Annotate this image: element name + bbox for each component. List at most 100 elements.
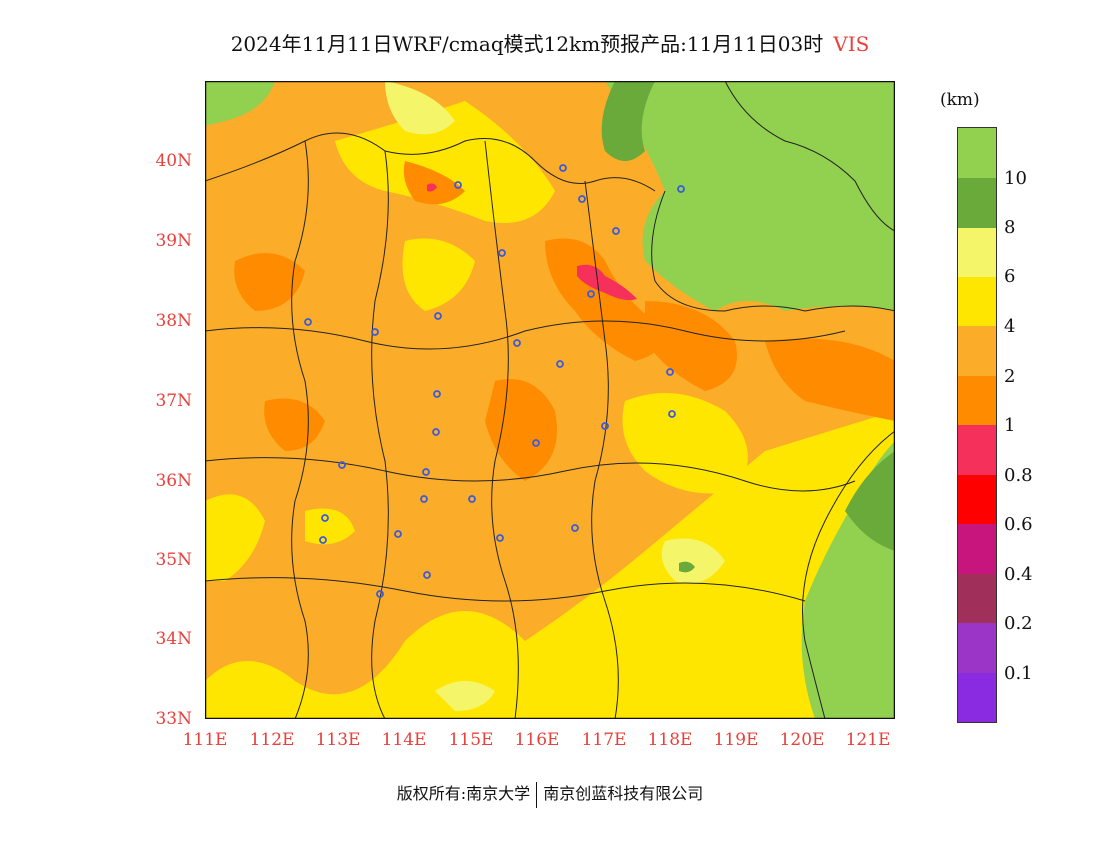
vis-fill-north-yellow-1 bbox=[335, 101, 555, 223]
colorbar-swatch-vis-2-4 bbox=[957, 326, 997, 376]
vis-fill-darkgreen-dot bbox=[679, 561, 695, 573]
colorbar-label-0-2: 0.2 bbox=[1004, 613, 1033, 634]
lon-label-120: 120E bbox=[779, 730, 825, 750]
colorbar-label-0-1: 0.1 bbox=[1004, 663, 1033, 684]
coastline-east bbox=[802, 430, 895, 719]
lon-label-116: 116E bbox=[514, 730, 560, 750]
lat-label-38: 38N bbox=[155, 311, 192, 331]
lat-label-40: 40N bbox=[155, 151, 192, 171]
vis-fill-orange-2 bbox=[645, 301, 737, 391]
border-line-2 bbox=[291, 140, 309, 719]
vis-fill-darkgreen-se bbox=[845, 451, 895, 551]
station-marker bbox=[559, 164, 567, 172]
lon-label-115: 115E bbox=[448, 730, 494, 750]
colorbar-label-0-4: 0.4 bbox=[1004, 564, 1033, 585]
station-marker bbox=[371, 328, 379, 336]
station-marker bbox=[319, 536, 327, 544]
lon-label-118: 118E bbox=[647, 730, 693, 750]
title-text: 2024年11月11日WRF/cmaq模式12km预报产品:11月11日03时 bbox=[230, 32, 824, 56]
colorbar-label-10: 10 bbox=[1004, 168, 1027, 189]
lon-label-111: 111E bbox=[182, 730, 228, 750]
station-marker bbox=[612, 227, 620, 235]
border-line-8 bbox=[205, 577, 806, 602]
station-marker bbox=[556, 360, 564, 368]
border-ne bbox=[724, 81, 895, 232]
lon-label-121: 121E bbox=[845, 730, 891, 750]
station-marker bbox=[601, 422, 609, 430]
station-marker bbox=[376, 590, 384, 598]
station-marker bbox=[532, 439, 540, 447]
vis-fill-west-yellow bbox=[205, 494, 265, 581]
lat-label-35: 35N bbox=[155, 550, 192, 570]
station-marker bbox=[668, 410, 676, 418]
colorbar-swatch-vis-02-04 bbox=[957, 574, 997, 623]
lon-label-112: 112E bbox=[249, 730, 295, 750]
lat-label-34: 34N bbox=[155, 629, 192, 649]
vis-fill-red-spot bbox=[427, 183, 437, 192]
station-marker bbox=[304, 318, 312, 326]
station-marker bbox=[433, 390, 441, 398]
vis-fill-orange-5 bbox=[234, 253, 305, 311]
vis-fill-north-yellow-2 bbox=[402, 238, 475, 311]
station-marker bbox=[468, 495, 476, 503]
station-marker bbox=[571, 524, 579, 532]
colorbar-label-8: 8 bbox=[1004, 217, 1016, 238]
station-marker bbox=[496, 534, 504, 542]
lon-label-117: 117E bbox=[581, 730, 627, 750]
vis-fill-lightyellow-3 bbox=[435, 681, 495, 711]
station-marker bbox=[420, 495, 428, 503]
colorbar-label-6: 6 bbox=[1004, 266, 1016, 287]
colorbar-swatch-vis-1-2 bbox=[957, 376, 997, 425]
footer-divider bbox=[536, 781, 538, 808]
lon-label-119: 119E bbox=[713, 730, 759, 750]
colorbar-swatch-vis-gt10 bbox=[957, 127, 997, 178]
station-marker bbox=[434, 312, 442, 320]
lat-label-36: 36N bbox=[155, 471, 192, 491]
vis-fill-orange-7 bbox=[403, 161, 465, 205]
colorbar-swatch-vis-4-6 bbox=[957, 277, 997, 326]
vis-fill-lightyellow-2 bbox=[661, 538, 725, 584]
visibility-map bbox=[197, 80, 896, 720]
station-marker bbox=[394, 530, 402, 538]
station-markers bbox=[304, 164, 685, 598]
border-line-3 bbox=[371, 150, 389, 719]
lat-label-39: 39N bbox=[155, 231, 192, 251]
station-marker bbox=[666, 368, 674, 376]
copyright-footer: 版权所有:南京大学 南京创蓝科技有限公司 bbox=[0, 780, 1100, 808]
station-marker bbox=[498, 249, 506, 257]
lat-label-37: 37N bbox=[155, 391, 192, 411]
lon-label-113: 113E bbox=[315, 730, 361, 750]
colorbar-label-1: 1 bbox=[1004, 415, 1016, 436]
vis-fill-east-yellow bbox=[622, 393, 748, 494]
title-variable: VIS bbox=[833, 32, 870, 56]
map-frame bbox=[204, 80, 896, 720]
colorbar-swatch-vis-06-08 bbox=[957, 475, 997, 524]
border-line-4 bbox=[484, 140, 519, 719]
vis-fill-sw-yellow bbox=[305, 508, 355, 545]
station-marker bbox=[513, 339, 521, 347]
visibility-map-svg bbox=[197, 80, 896, 720]
vis-fill-red-core bbox=[577, 264, 637, 301]
copyright-company: 南京创蓝科技有限公司 bbox=[543, 784, 704, 803]
colorbar-label-0-8: 0.8 bbox=[1004, 465, 1033, 486]
colorbar-label-0-6: 0.6 bbox=[1004, 514, 1033, 535]
colorbar-swatch-vis-6-8 bbox=[957, 228, 997, 277]
station-marker bbox=[423, 571, 431, 579]
copyright-owner: 版权所有:南京大学 bbox=[396, 784, 531, 803]
coastline-north bbox=[651, 190, 895, 312]
station-marker bbox=[338, 461, 346, 469]
border-line-1 bbox=[205, 132, 656, 192]
station-marker bbox=[587, 290, 595, 298]
vis-fill-orange-3 bbox=[485, 379, 557, 481]
vis-fill-orange-1 bbox=[545, 238, 662, 361]
colorbar-swatch-vis-01-02 bbox=[957, 623, 997, 673]
station-marker bbox=[677, 185, 685, 193]
vis-fill-green-nw bbox=[205, 81, 275, 126]
border-line-5 bbox=[584, 180, 619, 719]
station-marker bbox=[454, 181, 462, 189]
lon-label-114: 114E bbox=[381, 730, 427, 750]
colorbar-label-4: 4 bbox=[1004, 316, 1016, 337]
station-marker bbox=[578, 195, 586, 203]
vis-fill-orange-6 bbox=[765, 338, 895, 421]
colorbar-swatch-vis-8-10 bbox=[957, 178, 997, 228]
